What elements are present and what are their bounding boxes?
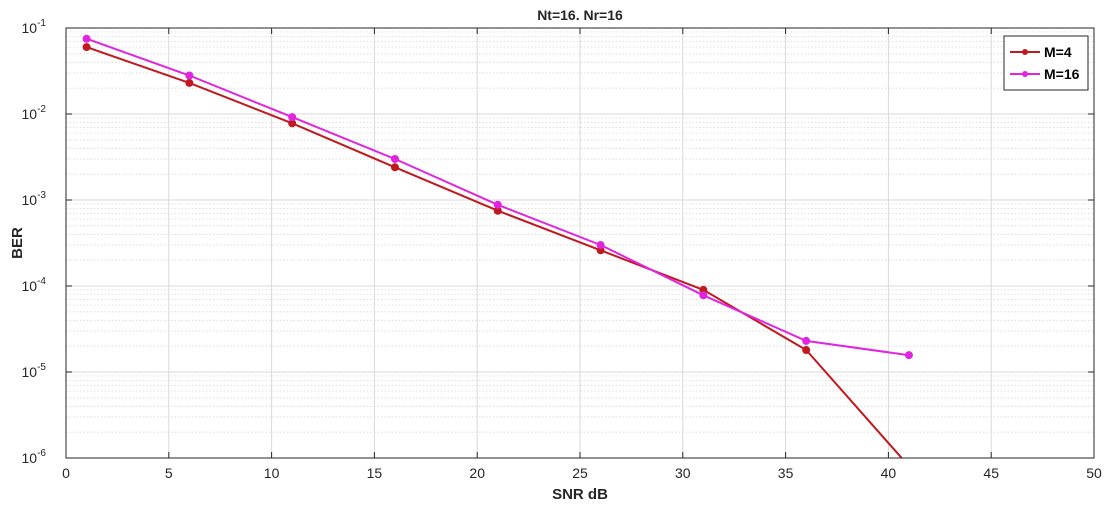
x-tick-label: 15 [367,465,383,481]
data-point-m4 [390,163,399,172]
axis-layer: 10-6 10-5 10-4 10-3 10-2 10-1 0 5 10 15 20 25 30 35 40… [22,18,1102,481]
chart-title: Nt=16. Nr=16 [537,7,623,23]
data-point-m4 [905,463,912,470]
legend-label-m4: M=4 [1044,44,1072,60]
x-tick-label: 30 [675,465,691,481]
y-tick-label: 10-6 [22,448,47,466]
y-axis-title: BER [9,227,26,259]
x-tick-label: 20 [469,465,485,481]
data-point-m16 [802,336,811,345]
legend-label-m16: M=16 [1044,66,1080,82]
legend-box [1003,35,1089,91]
data-point-m16 [82,34,91,43]
data-point-m16 [185,71,194,80]
y-tick-label: 10-3 [22,190,47,208]
data-point-m4 [185,78,194,87]
data-point-m16 [288,113,297,122]
x-tick-label: 40 [881,465,897,481]
data-point-m16 [390,154,399,163]
data-point-m16 [596,240,605,249]
x-tick-label: 25 [572,465,588,481]
data-point-m4 [82,43,91,52]
y-tick-label: 10-2 [22,104,47,122]
x-tick-label: 5 [165,465,173,481]
legend-marker-m16 [1022,71,1028,77]
legend: M=4 M=16 [1003,35,1089,91]
y-tick-label: 10-1 [22,18,47,36]
x-tick-label: 45 [983,465,999,481]
data-point-m16 [904,351,913,360]
y-tick-label: 10-4 [22,276,47,294]
x-tick-label: 10 [264,465,280,481]
grid-layer [65,27,1095,459]
data-point-m16 [699,291,708,300]
x-axis-title: SNR dB [552,486,608,503]
series-layer [82,34,913,470]
x-tick-label: 35 [778,465,794,481]
y-tick-label: 10-5 [22,362,47,380]
legend-marker-m4 [1022,49,1028,55]
x-tick-label: 0 [62,465,70,481]
data-point-m16 [493,200,502,209]
x-tick-label: 50 [1086,465,1102,481]
data-point-m4 [802,346,811,355]
